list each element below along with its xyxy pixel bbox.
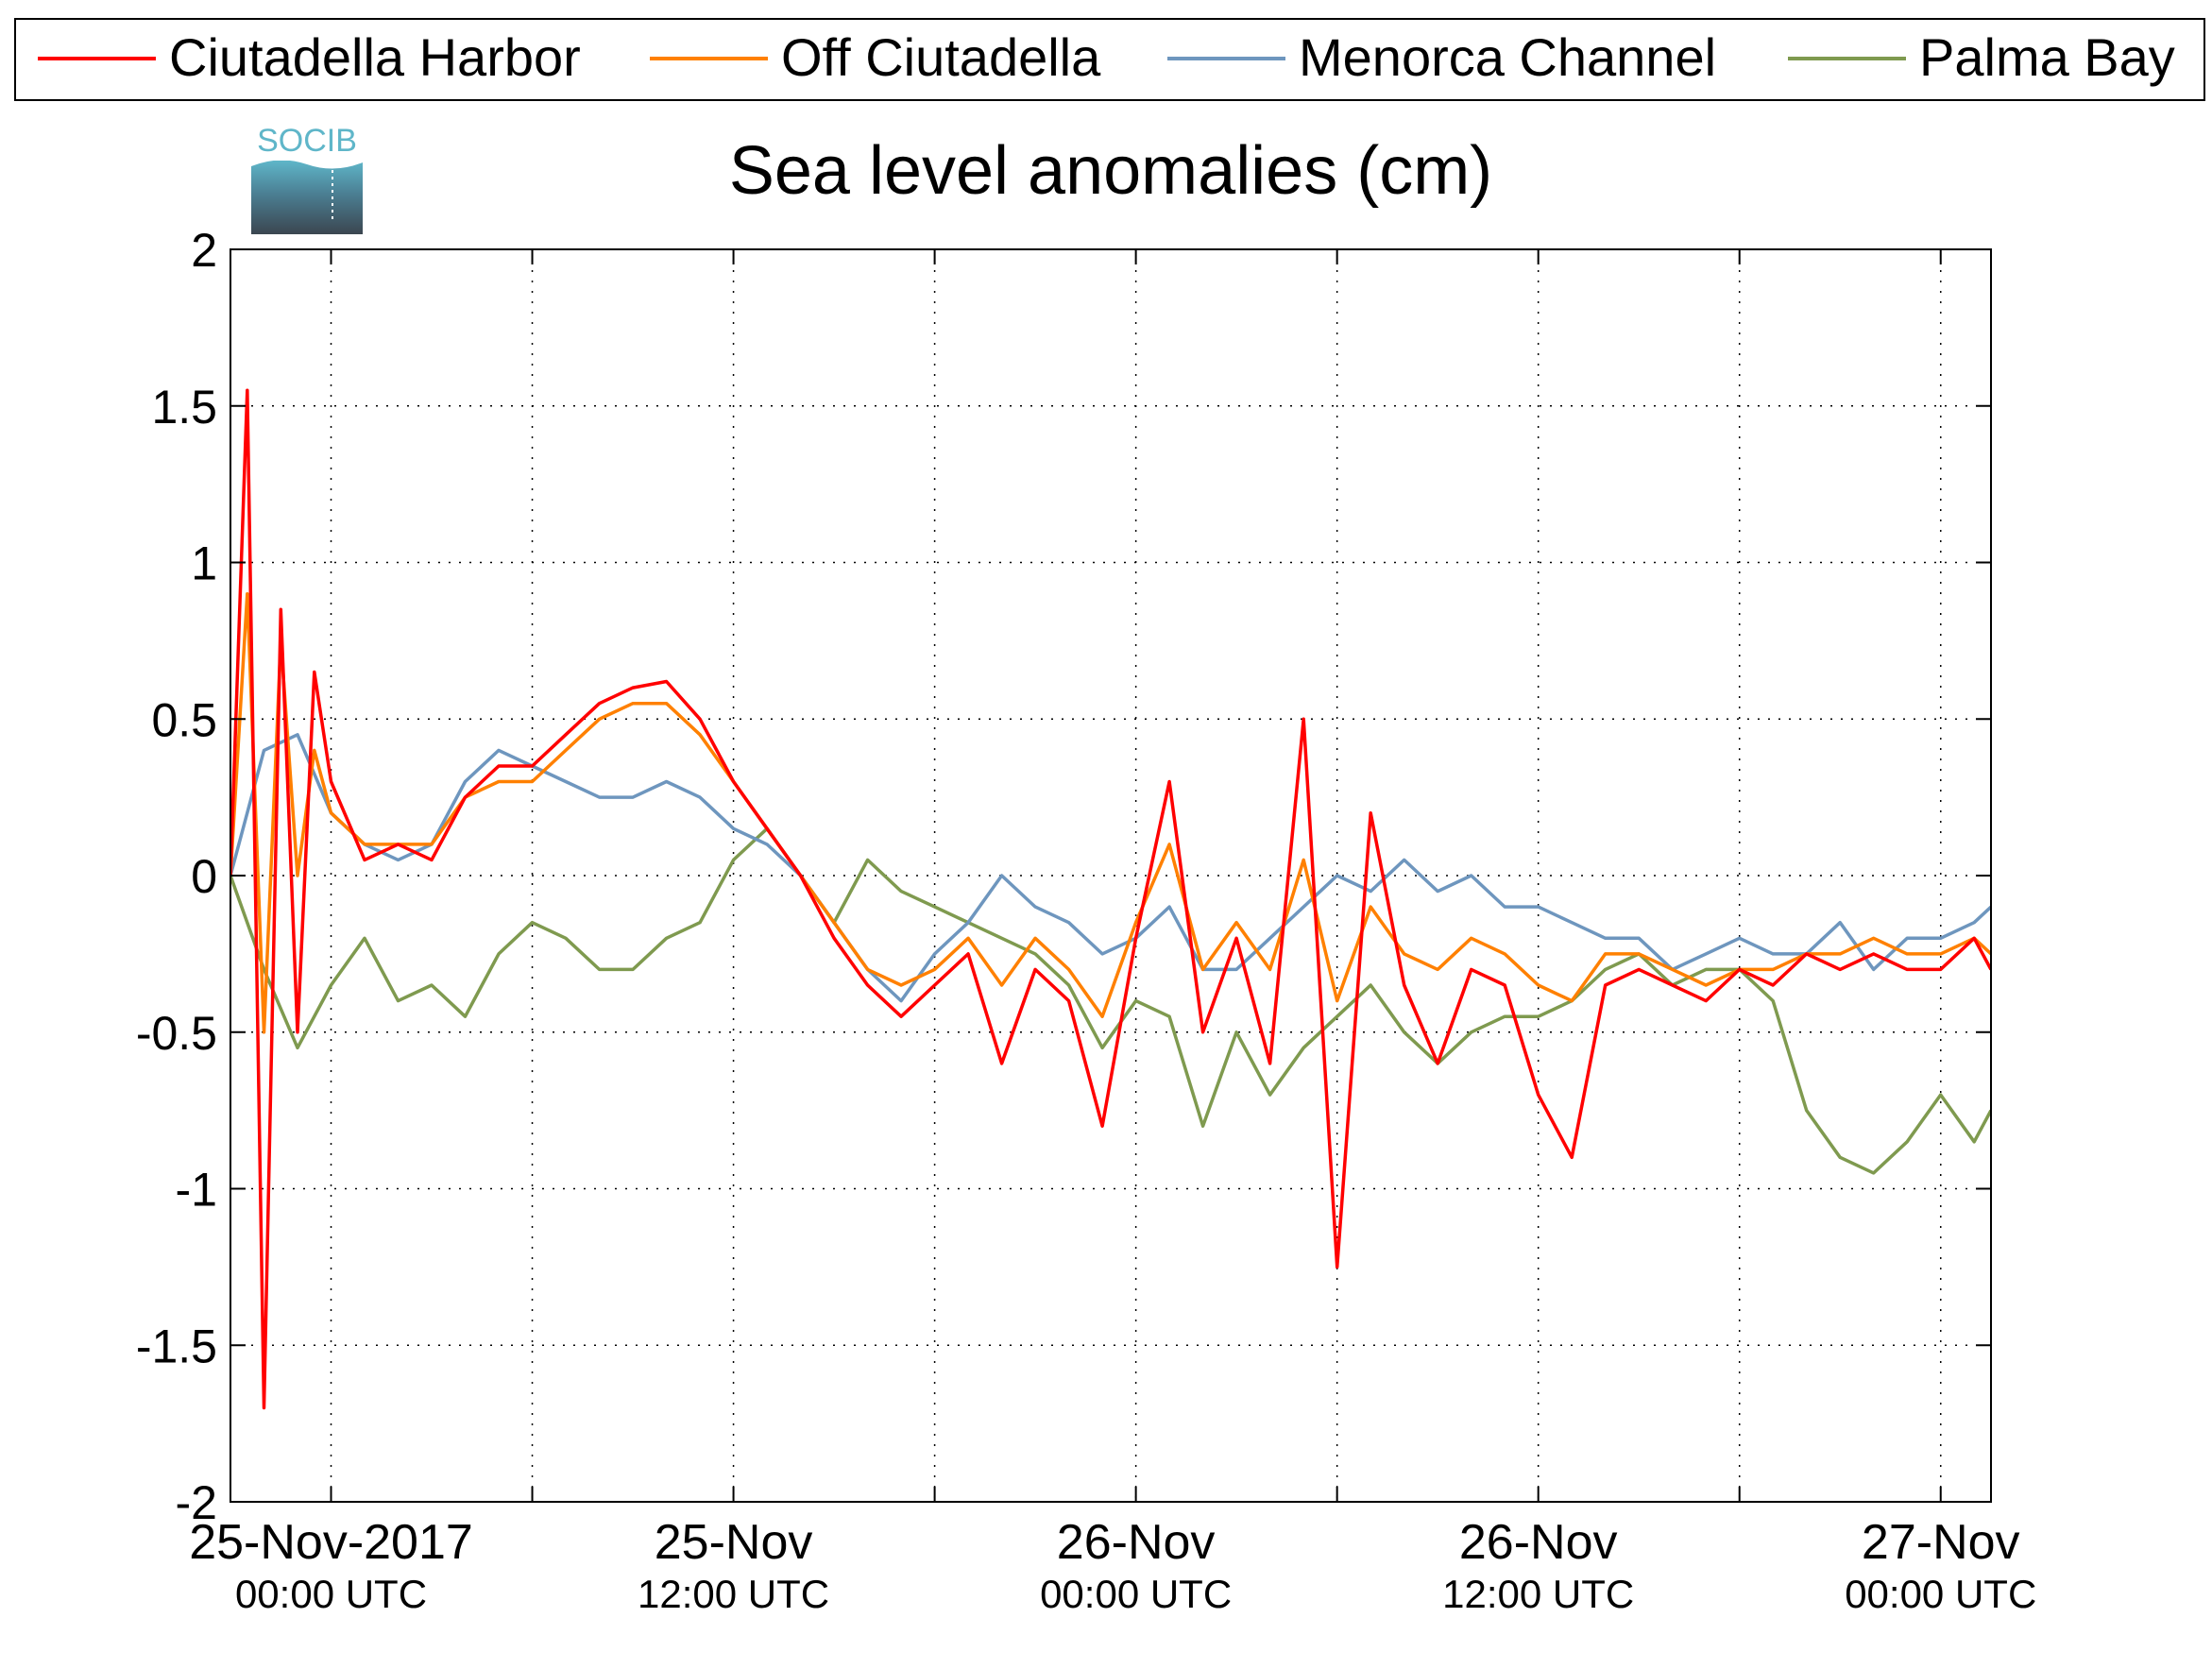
y-tick-label: 0 — [191, 850, 217, 903]
x-tick-label-date: 25-Nov — [655, 1515, 813, 1570]
y-tick-label: 1.5 — [151, 381, 217, 434]
x-tick-label-time: 00:00 UTC — [235, 1572, 427, 1616]
x-tick-label-time: 12:00 UTC — [638, 1572, 829, 1616]
x-tick-label-date: 25-Nov-2017 — [189, 1515, 473, 1570]
series-line-menorca-channel — [230, 733, 1991, 1003]
y-tick-label: -0.5 — [136, 1007, 217, 1060]
x-tick-label-date: 27-Nov — [1862, 1515, 2020, 1570]
x-tick-label-date: 26-Nov — [1057, 1515, 1216, 1570]
x-tick-label-time: 00:00 UTC — [1845, 1572, 2036, 1616]
socib-logo: SOCIB — [251, 123, 363, 234]
legend-label: Off Ciutadella — [781, 27, 1101, 87]
legend-label: Palma Bay — [1919, 27, 2175, 87]
series-line-off-ciutadella — [230, 591, 1991, 1034]
chart-title: Sea level anomalies (cm) — [729, 133, 1492, 209]
legend-label: Ciutadella Harbor — [169, 27, 581, 87]
y-tick-label: 1 — [191, 537, 217, 590]
legend-label: Menorca Channel — [1299, 27, 1716, 87]
y-tick-label: -1 — [176, 1164, 217, 1217]
legend: Ciutadella Harbor Off Ciutadella Menorca C… — [14, 18, 2205, 101]
socib-logo-text: SOCIB — [257, 123, 357, 159]
x-tick-label-time: 12:00 UTC — [1442, 1572, 1634, 1616]
plot-frame — [230, 249, 1991, 1502]
y-tick-label: -1.5 — [136, 1320, 217, 1372]
y-tick-label: 2 — [191, 224, 217, 277]
grid — [230, 249, 1991, 1502]
x-tick-label-date: 26-Nov — [1459, 1515, 1618, 1570]
y-tick-label: -2 — [176, 1476, 217, 1529]
x-tick-label-time: 00:00 UTC — [1040, 1572, 1232, 1616]
y-tick-label: 0.5 — [151, 693, 217, 746]
series-line-ciutadella-harbor — [230, 388, 1991, 1410]
